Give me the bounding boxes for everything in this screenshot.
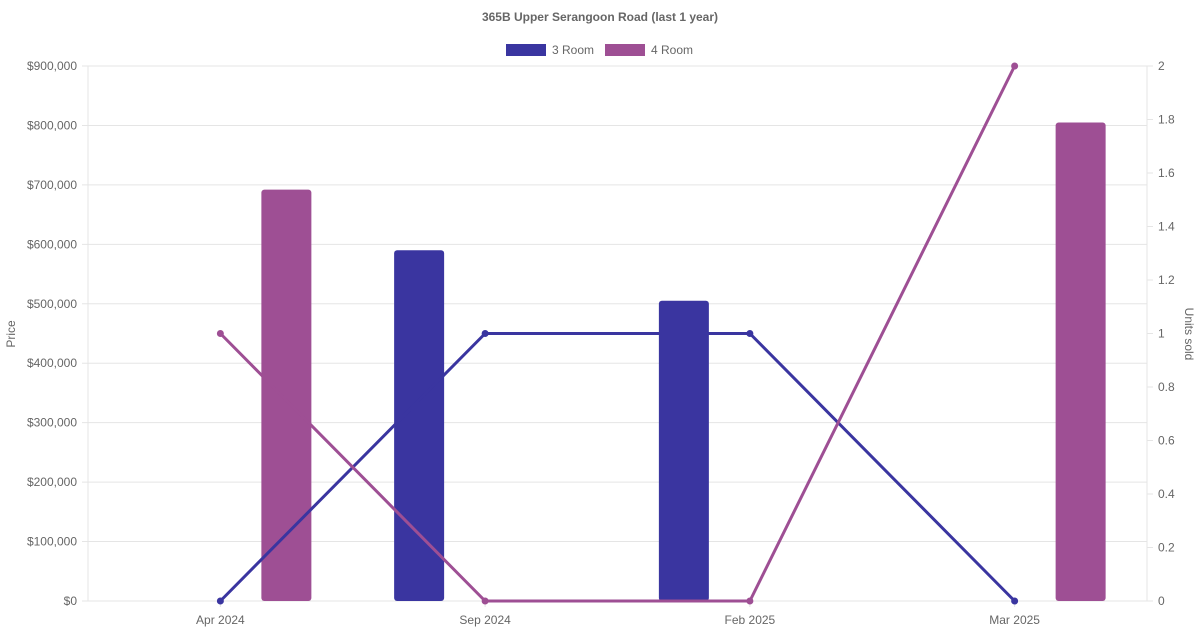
y-right-tick-label: 1.6: [1158, 166, 1175, 180]
point-3-room[interactable]: [746, 330, 754, 337]
lines: [216, 62, 1019, 605]
bars: [261, 122, 1106, 601]
y-left-tick-label: $0: [64, 594, 78, 608]
y-right-tick-label: 0.8: [1158, 380, 1175, 394]
point-3-room[interactable]: [216, 597, 224, 605]
x-tick-label: Mar 2025: [989, 613, 1040, 627]
point-3-room[interactable]: [1011, 597, 1019, 605]
point-4-room[interactable]: [746, 597, 754, 605]
x-tick-label: Apr 2024: [196, 613, 245, 627]
bar-3-room[interactable]: [658, 300, 709, 601]
y-left-tick-label: $600,000: [27, 237, 77, 251]
point-4-room[interactable]: [1011, 62, 1019, 70]
y-right-tick-label: 0: [1158, 594, 1165, 608]
legend-label-3-room[interactable]: 3 Room: [552, 43, 594, 57]
y-left-tick-label: $300,000: [27, 416, 77, 430]
y-right-tick-label: 1.4: [1158, 220, 1175, 234]
y-right-axis-title: Units sold: [1182, 308, 1196, 361]
grid: [82, 65, 1153, 607]
bar-4-room[interactable]: [261, 189, 312, 601]
legend[interactable]: 3 Room 4 Room: [506, 43, 693, 57]
y-left-tick-label: $100,000: [27, 535, 77, 549]
y-left-tick-label: $400,000: [27, 356, 77, 370]
y-right-tick-label: 1: [1158, 327, 1165, 341]
y-left-tick-label: $500,000: [27, 297, 77, 311]
y-right-tick-label: 0.6: [1158, 434, 1175, 448]
x-tick-label: Feb 2025: [725, 613, 776, 627]
legend-label-4-room[interactable]: 4 Room: [651, 43, 693, 57]
point-4-room[interactable]: [481, 597, 489, 605]
line-4-room[interactable]: [219, 65, 1016, 603]
y-right-tick-label: 0.4: [1158, 487, 1175, 501]
y-left-tick-label: $900,000: [27, 59, 77, 73]
y-left-tick-label: $200,000: [27, 475, 77, 489]
y-right-tick-label: 1.8: [1158, 113, 1175, 127]
point-3-room[interactable]: [481, 330, 489, 337]
axes: $0 $100,000 $200,000 $300,000 $400,000 $500,0…: [27, 59, 1175, 627]
bar-4-room[interactable]: [1055, 122, 1106, 601]
x-tick-label: Sep 2024: [459, 613, 511, 627]
y-right-tick-label: 0.2: [1158, 541, 1175, 555]
point-4-room[interactable]: [216, 330, 224, 337]
chart-title: 365B Upper Serangoon Road (last 1 year): [482, 10, 718, 24]
y-left-tick-label: $800,000: [27, 118, 77, 132]
y-left-tick-label: $700,000: [27, 178, 77, 192]
y-right-tick-label: 2: [1158, 59, 1165, 73]
bar-3-room[interactable]: [394, 250, 445, 601]
y-left-axis-title: Price: [4, 320, 18, 348]
legend-swatch-3-room[interactable]: [506, 44, 546, 56]
line-3-room[interactable]: [219, 332, 1016, 603]
y-right-tick-label: 1.2: [1158, 273, 1175, 287]
legend-swatch-4-room[interactable]: [605, 44, 645, 56]
